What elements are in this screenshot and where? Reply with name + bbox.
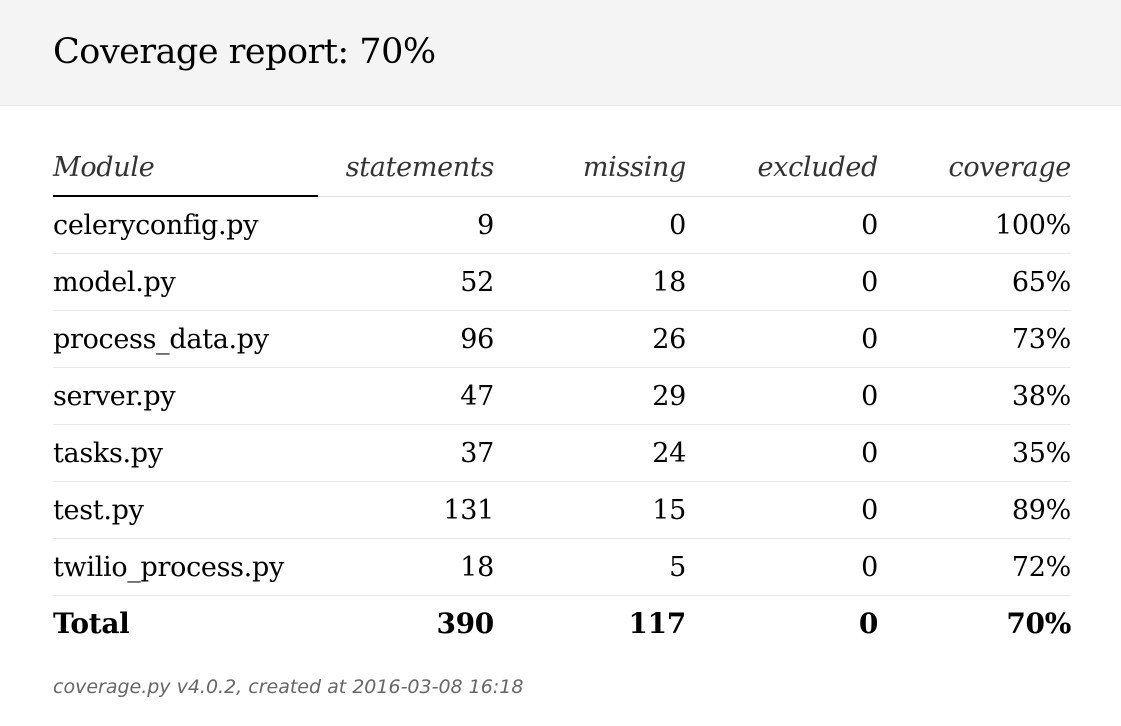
- column-header-statements[interactable]: statements: [318, 139, 494, 197]
- statements-cell: 52: [318, 253, 494, 311]
- table-body: celeryconfig.py 9 0 0 100% model.py 52 18 0 65% pr…: [53, 196, 1071, 596]
- column-header-excluded[interactable]: excluded: [686, 139, 878, 197]
- column-header-coverage[interactable]: coverage: [878, 139, 1071, 197]
- table-row: model.py 52 18 0 65%: [53, 253, 1071, 311]
- total-row: Total 390 117 0 70%: [53, 596, 1071, 652]
- total-statements: 390: [436, 607, 494, 640]
- column-header-module[interactable]: Module: [53, 139, 318, 197]
- coverage-cell: 100%: [878, 196, 1071, 254]
- table-header: Module statements missing excluded cover…: [53, 139, 1071, 197]
- header-row: Module statements missing excluded cover…: [53, 139, 1071, 197]
- module-link[interactable]: process_data.py: [53, 310, 318, 368]
- coverage-cell: 89%: [878, 481, 1071, 539]
- coverage-cell: 65%: [878, 253, 1071, 311]
- coverage-cell: 72%: [878, 538, 1071, 596]
- missing-cell: 26: [494, 310, 686, 368]
- statements-cell: 18: [318, 538, 494, 596]
- footer-credit: coverage.py v4.0.2, created at 2016-03-0…: [53, 676, 524, 698]
- module-link[interactable]: test.py: [53, 481, 318, 539]
- missing-cell: 15: [494, 481, 686, 539]
- excluded-cell: 0: [686, 538, 878, 596]
- statements-cell: 37: [318, 424, 494, 482]
- statements-cell: 9: [318, 196, 494, 254]
- module-link[interactable]: celeryconfig.py: [53, 196, 318, 254]
- module-link[interactable]: server.py: [53, 367, 318, 425]
- statements-cell: 47: [318, 367, 494, 425]
- statements-cell: 131: [318, 481, 494, 539]
- page-title: Coverage report: 70%: [53, 32, 436, 72]
- table-row: twilio_process.py 18 5 0 72%: [53, 538, 1071, 596]
- sort-indicator: [53, 195, 318, 197]
- missing-cell: 29: [494, 367, 686, 425]
- module-link[interactable]: model.py: [53, 253, 318, 311]
- module-link[interactable]: tasks.py: [53, 424, 318, 482]
- report-header: Coverage report: 70%: [0, 0, 1121, 106]
- table-row: celeryconfig.py 9 0 0 100%: [53, 196, 1071, 254]
- column-header-missing[interactable]: missing: [494, 139, 686, 197]
- excluded-cell: 0: [686, 310, 878, 368]
- total-missing: 117: [628, 607, 686, 640]
- column-header-module-label: Module: [53, 152, 155, 183]
- missing-cell: 18: [494, 253, 686, 311]
- table-row: test.py 131 15 0 89%: [53, 481, 1071, 539]
- excluded-cell: 0: [686, 367, 878, 425]
- table-row: process_data.py 96 26 0 73%: [53, 310, 1071, 368]
- total-coverage: 70%: [1006, 607, 1071, 640]
- table-footer: Total 390 117 0 70%: [53, 596, 1071, 652]
- coverage-table: Module statements missing excluded cover…: [53, 139, 1071, 651]
- module-link[interactable]: twilio_process.py: [53, 538, 318, 596]
- statements-cell: 96: [318, 310, 494, 368]
- missing-cell: 0: [494, 196, 686, 254]
- total-excluded: 0: [858, 607, 878, 640]
- coverage-cell: 38%: [878, 367, 1071, 425]
- missing-cell: 5: [494, 538, 686, 596]
- excluded-cell: 0: [686, 196, 878, 254]
- excluded-cell: 0: [686, 481, 878, 539]
- table-row: tasks.py 37 24 0 35%: [53, 424, 1071, 482]
- coverage-cell: 35%: [878, 424, 1071, 482]
- coverage-cell: 73%: [878, 310, 1071, 368]
- total-label: Total: [53, 607, 130, 640]
- excluded-cell: 0: [686, 424, 878, 482]
- missing-cell: 24: [494, 424, 686, 482]
- excluded-cell: 0: [686, 253, 878, 311]
- table-row: server.py 47 29 0 38%: [53, 367, 1071, 425]
